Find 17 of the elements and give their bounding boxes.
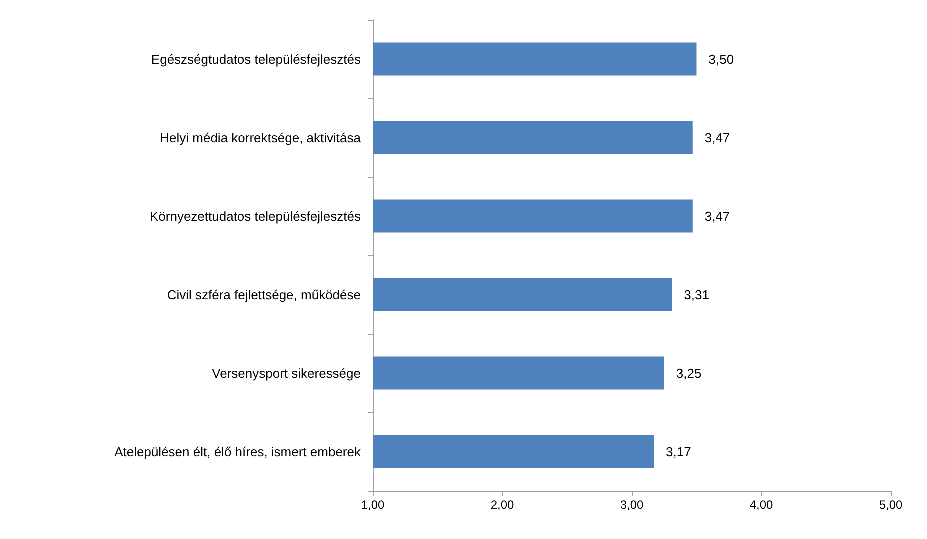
x-tick-label: 5,00 (879, 498, 903, 512)
data-label: 3,47 (704, 208, 730, 224)
data-label: 3,25 (676, 366, 702, 381)
y-tick-label: Civil szféra fejlettsége, működése (167, 287, 361, 302)
y-tick-label: Környezettudatos településfejlesztés (150, 208, 362, 224)
x-tick-label: 2,00 (490, 498, 514, 512)
y-tick-label: Versenysport sikeressége (212, 366, 361, 381)
y-tick-label: Egészségtudatos településfejlesztés (151, 52, 362, 67)
y-tick-label: Helyi média korrektsége, aktivitása (160, 130, 362, 146)
data-label: 3,47 (704, 130, 730, 146)
x-tick-label: 4,00 (750, 498, 774, 512)
data-label: 3,31 (684, 287, 710, 302)
x-tick-label: 3,00 (620, 498, 644, 512)
data-label: 3,50 (708, 52, 734, 67)
data-label: 3,17 (666, 444, 692, 460)
x-tick-label: 1,00 (361, 498, 385, 512)
y-tick-label: Atelepülésen élt, élő híres, ismert emberek (114, 444, 362, 460)
